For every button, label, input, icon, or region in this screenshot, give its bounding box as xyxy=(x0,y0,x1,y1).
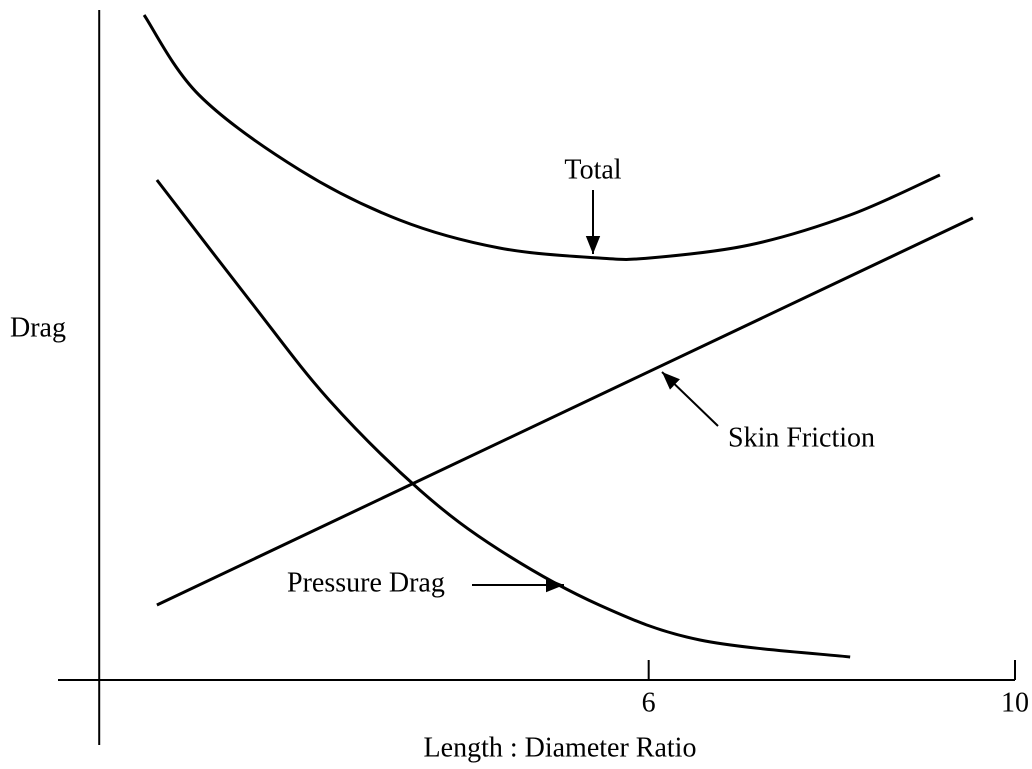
line xyxy=(156,216,974,607)
series-label: Total xyxy=(564,154,621,185)
y-axis-label: Drag xyxy=(10,312,66,343)
arrow xyxy=(661,371,719,427)
series-label: Skin Friction xyxy=(728,422,875,453)
line xyxy=(142,14,941,261)
line xyxy=(155,179,851,659)
x-tick-label: 6 xyxy=(642,687,656,718)
x-tick-label: 10 xyxy=(1001,687,1029,718)
x-axis-label: Length : Diameter Ratio xyxy=(424,732,697,763)
series-label: Pressure Drag xyxy=(287,567,445,598)
